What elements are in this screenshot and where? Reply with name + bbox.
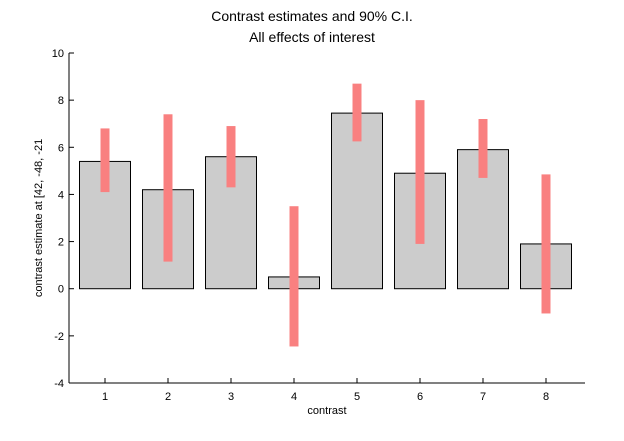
chart-title: Contrast estimates and 90% C.I. [211,8,413,24]
x-axis-label: contrast [307,405,346,417]
x-tick-label-4: 4 [291,391,297,403]
x-tick-label-1: 1 [102,391,108,403]
y-tick-label: -4 [54,378,64,390]
ci-bar-1 [100,128,110,193]
y-tick-label: 10 [52,48,64,60]
ci-bar-7 [478,119,488,178]
chart-subtitle: All effects of interest [249,29,375,45]
y-tick-label: 8 [58,95,64,107]
ci-bar-5 [352,83,362,142]
x-tick-label-3: 3 [228,391,234,403]
y-axis-label: contrast estimate at [42, -48, -21 [33,139,45,297]
y-tick-label: -2 [54,331,64,343]
x-tick-label-8: 8 [543,391,549,403]
ci-bar-8 [541,174,551,314]
x-tick-label-6: 6 [417,391,423,403]
y-tick-label: 4 [58,189,64,201]
ci-bar-6 [415,100,425,244]
ci-bar-4 [289,206,299,347]
y-tick-label: 2 [58,237,64,249]
y-tick-label: 0 [58,284,64,296]
ci-bar-2 [163,114,173,262]
x-tick-label-2: 2 [165,391,171,403]
y-tick-label: 6 [58,142,64,154]
ci-bar-3 [226,126,236,188]
x-tick-label-7: 7 [480,391,486,403]
x-tick-label-5: 5 [354,391,360,403]
